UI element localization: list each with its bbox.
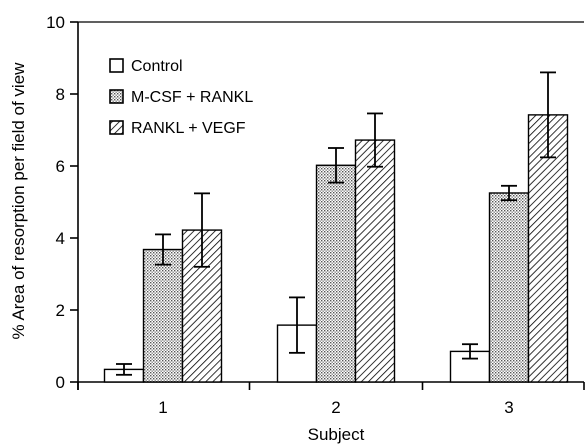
y-tick-label: 2	[56, 301, 65, 320]
x-tick-label: 3	[504, 398, 513, 417]
legend-swatch	[109, 89, 124, 104]
y-tick-label: 4	[56, 229, 65, 248]
bar	[488, 192, 530, 383]
bar	[527, 114, 569, 383]
legend-swatch	[109, 120, 124, 135]
legend-label: M-CSF + RANKL	[131, 89, 253, 106]
legend-label: RANKL + VEGF	[131, 120, 246, 137]
bar	[354, 139, 396, 383]
x-axis-label: Subject	[308, 425, 365, 444]
legend-label: Control	[131, 58, 183, 75]
y-tick-label: 0	[56, 373, 65, 392]
y-axis-label: % Area of resorption per field of view	[9, 62, 28, 340]
x-tick-label: 2	[331, 398, 340, 417]
bar	[315, 164, 357, 383]
legend: Control M-CSF + RANKL RANKL + VEGF	[109, 58, 253, 137]
y-tick-label: 10	[46, 13, 65, 32]
y-tick-label: 6	[56, 157, 65, 176]
bar	[142, 248, 184, 383]
legend-swatch	[109, 58, 124, 73]
x-tick-label: 1	[158, 398, 167, 417]
y-tick-label: 8	[56, 85, 65, 104]
